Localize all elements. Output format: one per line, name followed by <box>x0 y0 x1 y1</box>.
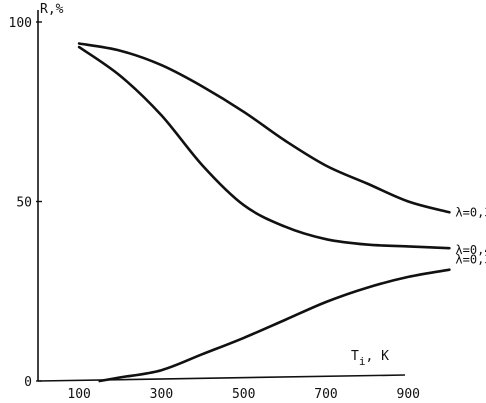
series <box>77 42 451 383</box>
series-label-3: λ=0,342 мм <box>455 253 486 267</box>
series-labels: λ=0,376 мм λ=0,418 ммλ=0,342 мм <box>455 205 486 266</box>
series-label-2: λ=0,418 мм <box>455 243 486 257</box>
series-line-2 <box>77 45 451 250</box>
series-line-1 <box>77 42 451 214</box>
x-tick-label: 900 <box>397 387 420 402</box>
x-axis-line <box>37 374 406 382</box>
axes <box>37 10 406 382</box>
x-tick-label: 100 <box>67 387 90 402</box>
y-tick-label: 0 <box>24 375 32 390</box>
x-axis-label-unit: , K <box>365 349 389 364</box>
y-tick-label: 100 <box>9 16 32 31</box>
x-tick-label: 500 <box>232 387 255 402</box>
x-axis-label-subscript: i <box>359 355 366 368</box>
x-axis-label-main: T <box>351 349 359 364</box>
x-tick-label: 700 <box>314 387 337 402</box>
series-line-3 <box>98 268 451 383</box>
x-tick-label: 300 <box>150 387 173 402</box>
y-axis-label: R,% <box>40 2 64 17</box>
ticks: 0 50 100 100 300 500 700 900 <box>9 16 421 402</box>
x-axis-label: Ti, K <box>351 349 389 368</box>
y-tick-label: 50 <box>16 196 32 211</box>
series-label-1: λ=0,376 мм <box>455 205 486 219</box>
